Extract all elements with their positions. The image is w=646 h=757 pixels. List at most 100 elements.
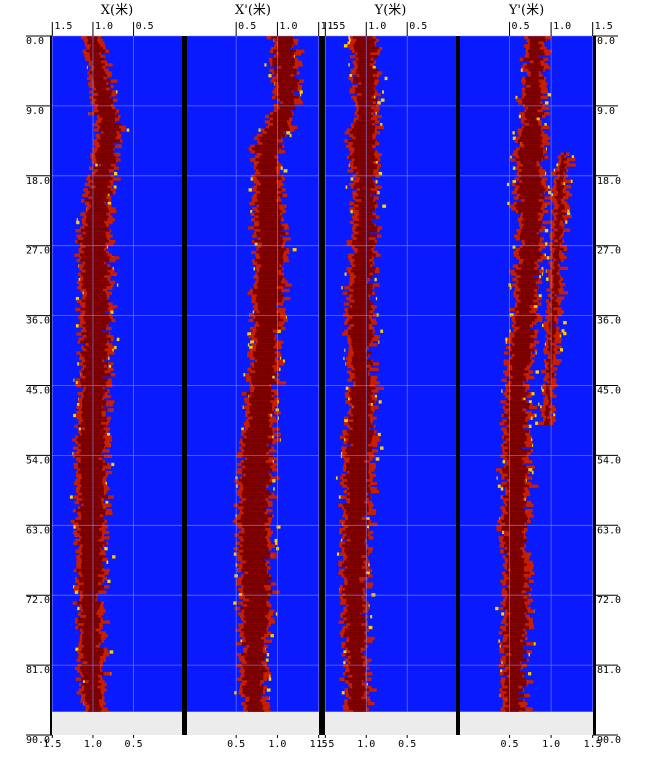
profile-band-core [241,653,265,657]
profile-band-core [528,52,545,56]
profile-band-core [85,359,103,363]
profile-band-core [505,541,523,545]
profile-band-core [510,397,522,401]
profile-band-core [251,402,273,407]
profile-band-core [345,653,364,657]
profile-band-core [85,231,106,236]
secondary-band-core [544,410,550,415]
secondary-band-core [558,206,565,211]
secondary-band-edge [542,405,555,409]
profile-band-core [242,476,271,480]
profile-band-core [254,150,279,154]
profile-band-core [522,163,537,168]
profile-band-core [85,615,99,619]
profile-band-core [347,479,367,483]
profile-band-core [85,321,110,325]
profile-band-core [86,329,102,333]
profile-band-core [85,269,108,274]
profile-band-core [529,46,540,51]
profile-band-core [509,489,525,494]
profile-band-core [343,560,364,564]
profile-band-fringe [341,286,343,290]
profile-band-core [244,669,268,673]
profile-band-core [347,310,370,314]
profile-band-fringe [76,218,78,222]
profile-band-core [345,672,365,676]
profile-band-core [83,688,101,692]
profile-band-fringe [110,310,114,314]
profile-band-core [510,674,523,679]
profile-band-core [508,411,526,415]
secondary-band-core [550,310,558,314]
profile-band-core [85,326,107,331]
profile-band-core [354,220,373,225]
profile-band-fringe [108,364,112,369]
profile-band-core [354,201,377,206]
profile-band-fringe [528,653,530,657]
secondary-band-core [554,220,560,224]
profile-band-core [256,177,282,181]
profile-band-core [525,242,539,246]
profile-band-fringe [126,128,130,132]
profile-band-core [358,212,373,217]
profile-band-core [79,500,102,505]
profile-band-core [87,36,98,40]
profile-band-core [505,658,527,662]
profile-band-core [82,373,111,377]
profile-band-fringe [528,672,532,676]
top-tick-label: 1.0 [368,21,386,32]
profile-band-core [524,65,544,70]
top-tick-label: 1.5 [327,21,345,32]
profile-band-core [345,508,369,513]
profile-band-fringe [264,63,267,67]
profile-band-core [524,125,542,130]
profile-band-core [522,245,540,249]
profile-band-fringe [382,204,387,208]
profile-band-fringe [242,405,244,410]
secondary-band-fringe [553,413,556,417]
profile-band-core [347,555,362,559]
profile-band-core [244,528,266,532]
profile-band-core [244,595,271,600]
profile-band-core [255,158,277,162]
profile-band-core [348,438,373,442]
profile-band-core [359,188,371,192]
profile-band-core [259,253,283,257]
profile-band-core [506,430,529,434]
profile-band-core [508,498,523,502]
profile-band-core [243,601,267,605]
profile-band-core [248,699,261,703]
profile-band-core [505,655,524,660]
secondary-band-core [547,334,554,338]
secondary-band-core [557,190,563,194]
panel-no-data-strip [52,711,182,735]
secondary-band-core [557,228,564,232]
profile-band-core [272,60,295,64]
profile-band-fringe [369,402,373,407]
profile-band-core [522,98,541,102]
depth-label-left: 27.0 [26,246,50,257]
profile-band-core [252,351,275,355]
profile-band-core [79,587,103,592]
profile-band-core [350,650,361,654]
profile-band-core [516,329,534,333]
panel-profile [232,36,305,712]
profile-band-core [344,677,366,681]
profile-band-core [89,201,105,206]
profile-band-fringe [498,639,501,643]
profile-band-core [81,332,109,336]
profile-band-core [346,462,369,467]
profile-band-core [347,489,371,494]
profile-band-core [520,231,537,236]
secondary-band-core [553,263,558,268]
profile-band-core [241,579,268,583]
profile-band-core [242,557,265,562]
profile-band-core [524,95,541,100]
profile-band-fringe [506,182,510,187]
profile-band-core [81,354,108,358]
profile-band-core [239,533,267,537]
secondary-band-fringe [558,334,562,338]
profile-band-fringe [507,201,510,206]
profile-band-fringe [289,133,292,138]
profile-band-core [82,628,96,632]
